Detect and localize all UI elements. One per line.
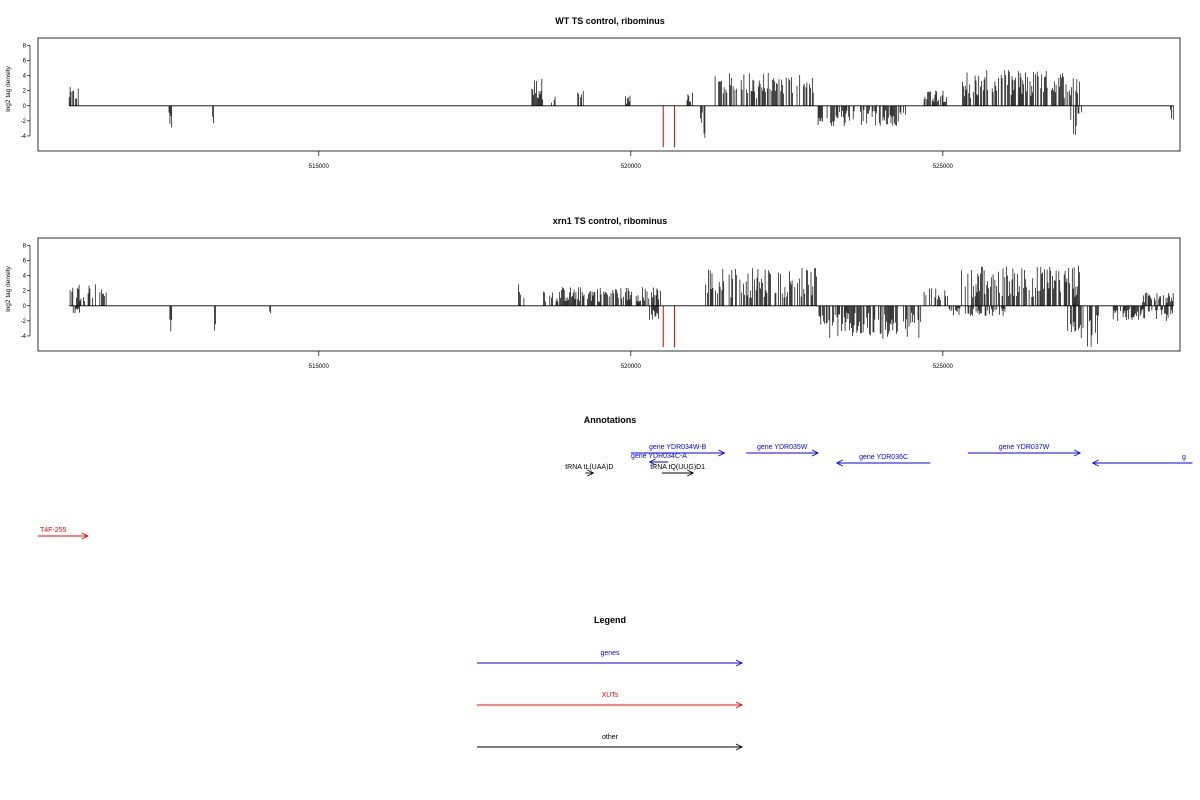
annotation-feature: gene YDR037W xyxy=(967,444,1082,457)
annotation-label: g xyxy=(1182,454,1186,461)
panel-wt-ylabel: log2 tag density xyxy=(5,65,12,111)
annotation-label: T4F-255 xyxy=(40,527,67,534)
legend-item: other xyxy=(477,734,744,751)
x-tick-label: 515000 xyxy=(309,364,330,370)
legend-title: Legend xyxy=(594,615,626,625)
panel-xrn1-ylabel: log2 tag density xyxy=(5,265,12,311)
y-tick-label: 2 xyxy=(23,289,27,295)
feature-arrowhead xyxy=(811,449,820,457)
annotation-items: gene YDR034W-B gene YDR035W gene YDR036C ge… xyxy=(38,444,1193,540)
panel-xrn1: xrn1 TS control, ribominus log2 tag dens… xyxy=(5,216,1181,370)
panel-wt: WT TS control, ribominus log2 tag densit… xyxy=(5,16,1181,170)
y-tick-label: -4 xyxy=(21,334,27,340)
annotation-label: tRNA tQ(UUG)D1 xyxy=(650,464,705,471)
feature-arrowhead xyxy=(1073,449,1082,457)
annotation-feature: T4F-255 xyxy=(38,527,89,540)
annotation-label: gene YDR035W xyxy=(757,444,808,451)
y-tick-label: 2 xyxy=(23,89,27,95)
panel-xrn1-bars xyxy=(69,265,1174,348)
x-tick-label: 525000 xyxy=(933,364,954,370)
feature-arrowhead xyxy=(1091,459,1099,467)
legend-label: XUTs xyxy=(602,692,619,699)
panel-wt-frame xyxy=(37,37,1181,152)
panel-xrn1-title: xrn1 TS control, ribominus xyxy=(553,216,668,226)
feature-arrowhead xyxy=(648,458,656,466)
panel-wt-x-axis: 515000 520000 525000 xyxy=(309,151,954,170)
y-tick-label: 4 xyxy=(23,274,27,280)
annotation-feature: gene YDR034W-B xyxy=(630,444,726,457)
y-tick-label: 4 xyxy=(23,74,27,80)
panel-xrn1-frame xyxy=(37,237,1181,352)
legend-item: genes xyxy=(477,650,744,667)
legend-label: genes xyxy=(600,650,620,657)
y-tick-label: 8 xyxy=(23,244,27,250)
annotation-label: gene YDR036C xyxy=(859,454,908,461)
annotation-label: gene YDR034W-B xyxy=(649,444,707,451)
feature-arrowhead xyxy=(718,449,726,457)
panel-wt-y-axis: 8 6 4 2 0 -2 -4 xyxy=(21,44,31,140)
annotation-feature: g xyxy=(1091,454,1193,467)
panel-wt-title: WT TS control, ribominus xyxy=(555,16,665,26)
y-tick-label: -2 xyxy=(21,319,27,325)
y-tick-label: -2 xyxy=(21,119,27,125)
feature-arrowhead xyxy=(687,469,695,477)
x-tick-label: 515000 xyxy=(309,164,330,170)
annotation-feature: tRNA tL(UAA)D xyxy=(565,464,613,477)
y-tick-label: 6 xyxy=(23,259,27,265)
y-tick-label: 8 xyxy=(23,44,27,50)
feature-arrowhead xyxy=(735,659,744,667)
annotations-panel: Annotations gene YDR034W-B gene YDR035Wge… xyxy=(38,415,1193,540)
legend-items: genes XUTs other xyxy=(477,650,744,751)
feature-arrowhead xyxy=(835,459,843,467)
x-tick-label: 520000 xyxy=(621,164,642,170)
feature-arrowhead xyxy=(81,532,89,540)
annotation-feature: tRNA tQ(UUG)D1 xyxy=(650,464,705,477)
annotation-label: tRNA tL(UAA)D xyxy=(565,464,613,471)
panel-wt-bars xyxy=(68,70,1174,148)
annotation-feature: gene YDR035W xyxy=(746,444,820,457)
panel-xrn1-y-axis: 8 6 4 2 0 -2 -4 xyxy=(21,244,31,340)
feature-arrowhead xyxy=(587,469,595,477)
x-tick-label: 520000 xyxy=(621,364,642,370)
y-tick-label: 0 xyxy=(23,304,27,310)
y-tick-label: -4 xyxy=(21,134,27,140)
annotation-label: gene YDR037W xyxy=(999,444,1050,451)
annotation-label: gene YDR034C-A xyxy=(631,453,687,460)
legend-item: XUTs xyxy=(477,692,744,709)
legend: Legend genes XUTs other xyxy=(477,615,744,751)
x-tick-label: 525000 xyxy=(933,164,954,170)
y-tick-label: 6 xyxy=(23,59,27,65)
annotations-title: Annotations xyxy=(584,415,637,425)
feature-arrowhead xyxy=(735,743,744,751)
panel-xrn1-x-axis: 515000 520000 525000 xyxy=(309,351,954,370)
feature-arrowhead xyxy=(735,701,744,709)
legend-label: other xyxy=(602,734,619,741)
annotation-feature: gene YDR036C xyxy=(835,454,931,467)
y-tick-label: 0 xyxy=(23,104,27,110)
annotation-feature: gene YDR034C-A xyxy=(631,453,687,466)
